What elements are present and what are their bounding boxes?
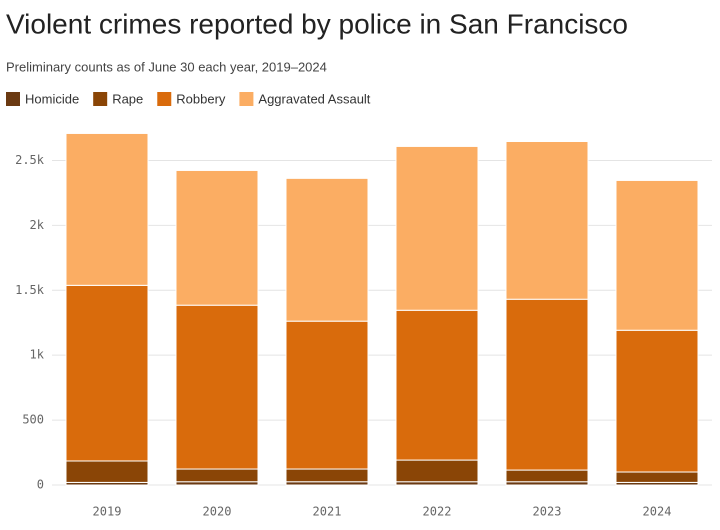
- bar-segment: [615, 179, 699, 331]
- chart-title: Violent crimes reported by police in San…: [6, 8, 628, 39]
- chart-subtitle: Preliminary counts as of June 30 each ye…: [6, 59, 327, 74]
- bar-segment: [395, 459, 479, 483]
- legend-label: Rape: [112, 91, 143, 106]
- legend-swatch: [93, 92, 108, 106]
- bar-segment: [175, 468, 259, 483]
- x-tick-label: 2024: [643, 505, 672, 519]
- y-tick-label: 1.5k: [15, 283, 45, 297]
- bar-segment: [615, 329, 699, 473]
- y-tick-label: 2k: [30, 218, 45, 232]
- bar-segment: [65, 460, 149, 483]
- bar-segment: [175, 304, 259, 470]
- x-tick-label: 2020: [203, 505, 232, 519]
- bar-segment: [285, 177, 369, 322]
- bar-segment: [285, 320, 369, 470]
- x-tick-label: 2019: [93, 505, 122, 519]
- bar-segment: [395, 309, 479, 461]
- bar-segment: [615, 471, 699, 483]
- legend-swatch: [6, 92, 20, 106]
- legend-label: Robbery: [176, 91, 226, 106]
- y-tick-label: 1k: [30, 348, 45, 362]
- bar-segment: [505, 469, 589, 483]
- y-tick-label: 2.5k: [15, 153, 45, 167]
- x-tick-label: 2022: [423, 505, 452, 519]
- legend-label: Aggravated Assault: [258, 91, 370, 106]
- bar-segment: [505, 141, 589, 300]
- bar-segment: [65, 284, 149, 462]
- legend-swatch: [239, 92, 254, 106]
- x-tick-label: 2021: [313, 505, 342, 519]
- bar-segment: [505, 298, 589, 471]
- y-tick-label: 0: [37, 478, 44, 492]
- x-tick-label: 2023: [533, 505, 562, 519]
- bar-segment: [65, 132, 149, 286]
- legend-label: Homicide: [25, 91, 79, 106]
- legend-swatch: [157, 92, 172, 106]
- y-tick-label: 500: [22, 413, 44, 427]
- bar-segment: [285, 468, 369, 483]
- bar-segment: [395, 145, 479, 311]
- bar-segment: [175, 169, 259, 306]
